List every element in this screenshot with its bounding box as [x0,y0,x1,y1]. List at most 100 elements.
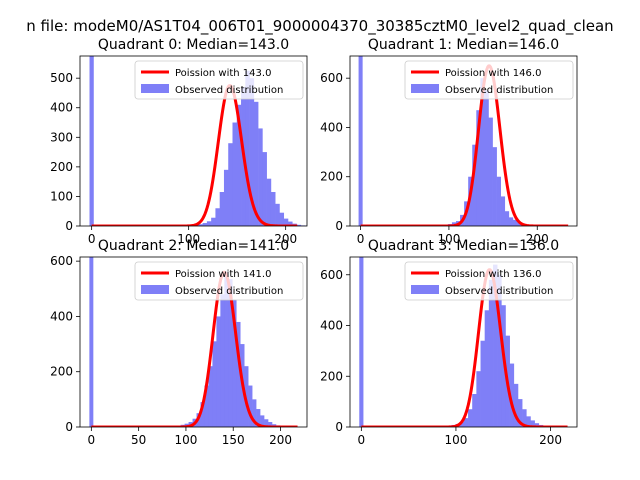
legend-box [404,60,574,100]
hist-bar [219,192,225,226]
x-tick-label: 100 [177,232,200,246]
hist-bar [256,409,261,427]
hist-bar [530,420,535,427]
y-tick-label: 400 [320,319,343,333]
poisson-curve [90,270,299,427]
hist-bar [211,217,216,226]
hist-bar [236,104,242,226]
x-tick-label: 200 [526,232,549,246]
hist-bar [496,176,501,226]
panel-title: Quadrant 0: Median=143.0 [98,37,289,53]
hist-bar [236,321,241,427]
hist-bar [517,399,523,427]
legend-label-poisson: Poission with 136.0 [445,269,541,280]
hist-bar-spike [89,257,94,427]
hist-bar [253,101,259,226]
x-tick-label: 200 [274,232,297,246]
hist-bar [472,394,477,427]
hist-bar [232,299,237,427]
hist-bar [468,409,473,427]
legend: Poission with 141.0 Observed distribution [134,261,304,301]
hist-bar [508,217,514,226]
hist-bar [509,363,515,427]
hist-bar [204,385,209,427]
hist-bar [504,211,510,226]
x-tick-label: 200 [539,433,562,447]
hist-bar [488,279,494,427]
y-tick-label: 0 [335,420,343,434]
hist-bar [202,223,208,226]
hist-bar [472,144,477,226]
hist-bar [493,264,498,427]
hist-bar [287,221,293,226]
hist-bar [262,152,267,226]
x-tick-label: 200 [269,433,292,447]
hist-bar [296,224,302,226]
hist-bar [459,421,465,427]
y-tick-label: 600 [320,268,343,282]
hist-bar [208,366,213,427]
y-tick-label: 200 [50,365,73,379]
panel-title: Quadrant 1: Median=146.0 [368,37,559,53]
hist-bar-spike [89,56,94,226]
y-tick-label: 200 [320,369,343,383]
y-tick-label: 600 [50,254,73,268]
hist-bar [463,418,469,427]
plot-area-2 [89,257,299,427]
legend-swatch-observed [411,285,439,294]
x-tick-label: 100 [174,433,197,447]
x-tick-label: 50 [131,433,146,447]
x-tick-label: 150 [222,433,245,447]
legend-box [134,60,304,100]
y-tick-label: 0 [65,219,73,233]
hist-bar [252,399,257,427]
y-tick-label: 200 [50,160,73,174]
hist-bar [492,147,497,226]
y-tick-label: 500 [50,71,73,85]
axes-frame [349,256,578,428]
hist-bar [206,221,212,226]
hist-bar [283,218,289,226]
hist-bar [258,128,263,226]
hist-bar [215,208,220,226]
chart-panel-2: 0 50 100 150 200 0 200 400 600 Poission with 141.… [50,238,308,447]
hist-bar [224,272,229,427]
y-tick-label: 400 [50,309,73,323]
chart-panel-0: 0 100 200 0 100 200 300 400 500 Poission with 143… [50,37,308,246]
hist-bar [512,219,518,226]
hist-bar [249,78,255,226]
figure-title: n file: modeM0/AS1T04_006T01_9000004370_… [26,17,613,36]
legend-label-poisson: Poission with 143.0 [175,68,271,79]
x-tick-label: 100 [444,433,467,447]
y-tick-label: 200 [320,170,343,184]
y-tick-label: 0 [335,219,343,233]
chart-panel-3: 0 100 200 0 200 400 600 Poission with 136.0 Obse… [320,238,578,447]
y-tick-label: 300 [50,130,73,144]
legend-swatch-observed [411,84,439,93]
hist-bar [270,192,276,226]
poisson-curve [91,84,298,226]
hist-bar [526,416,531,427]
hist-bar [484,90,489,226]
hist-bar-spike [358,56,363,226]
y-tick-label: 600 [320,71,343,85]
x-tick-label: 100 [437,232,460,246]
legend-box [404,261,574,301]
y-tick-label: 100 [50,189,73,203]
legend-label-observed: Observed distribution [445,85,553,96]
hist-bar [228,279,233,427]
hist-bar [216,316,221,427]
hist-bar [268,422,273,427]
hist-bar [500,196,506,226]
hist-bar [264,419,269,427]
panel-title: Quadrant 2: Median=141.0 [98,238,289,254]
chart-panel-1: 0 100 200 0 200 400 600 Poission with 146.0 Obse… [320,37,578,246]
x-tick-label: 0 [88,232,96,246]
legend-swatch-observed [141,285,169,294]
hist-bar [198,224,203,226]
legend-box [134,261,304,301]
legend: Poission with 143.0 Observed distribution [134,60,304,100]
hist-bar-spike [359,257,364,427]
y-tick-label: 0 [65,420,73,434]
